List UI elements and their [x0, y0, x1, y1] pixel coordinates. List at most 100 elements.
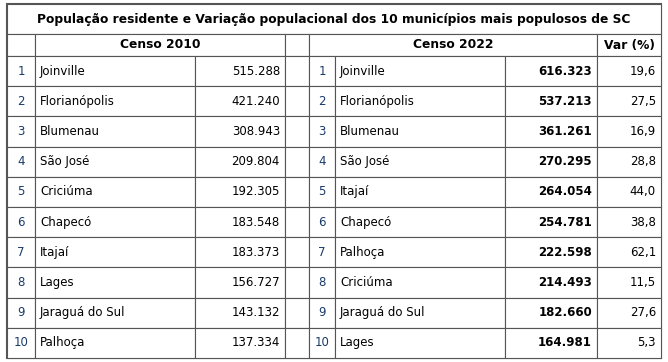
Text: Chapecó: Chapecó [40, 216, 92, 228]
Text: 214.493: 214.493 [538, 276, 592, 289]
Text: Blumenau: Blumenau [40, 125, 100, 138]
Bar [285, 298, 309, 328]
Bar [597, 56, 661, 86]
Bar [195, 207, 285, 237]
Text: 183.548: 183.548 [232, 216, 280, 228]
Text: Censo 2010: Censo 2010 [120, 38, 200, 51]
Bar [505, 86, 597, 117]
Text: Florianópolis: Florianópolis [40, 95, 115, 108]
Bar [309, 328, 335, 358]
Bar [195, 298, 285, 328]
Text: Palhoça: Palhoça [40, 336, 86, 349]
Bar [35, 177, 195, 207]
Text: 1: 1 [318, 64, 326, 77]
Bar [597, 147, 661, 177]
Bar [285, 177, 309, 207]
Bar [505, 237, 597, 268]
Text: 19,6: 19,6 [630, 64, 656, 77]
Bar [505, 117, 597, 147]
Bar [505, 268, 597, 298]
Bar [35, 34, 285, 56]
Bar [35, 207, 195, 237]
Bar [285, 207, 309, 237]
Bar [597, 34, 661, 56]
Bar [335, 86, 505, 117]
Bar [7, 86, 35, 117]
Bar [505, 56, 597, 86]
Text: 7: 7 [318, 246, 326, 259]
Text: 28,8: 28,8 [630, 155, 656, 168]
Bar [335, 298, 505, 328]
Bar [195, 86, 285, 117]
Text: 537.213: 537.213 [538, 95, 592, 108]
Text: 10: 10 [315, 336, 329, 349]
Bar [597, 268, 661, 298]
Text: 308.943: 308.943 [232, 125, 280, 138]
Text: 361.261: 361.261 [538, 125, 592, 138]
Text: Joinville: Joinville [340, 64, 385, 77]
Text: 7: 7 [17, 246, 25, 259]
Text: 156.727: 156.727 [231, 276, 280, 289]
Text: Censo 2022: Censo 2022 [413, 38, 493, 51]
Text: 270.295: 270.295 [538, 155, 592, 168]
Text: São José: São José [40, 155, 90, 168]
Bar [285, 237, 309, 268]
Bar [505, 298, 597, 328]
Bar [309, 147, 335, 177]
Bar [335, 268, 505, 298]
Text: 11,5: 11,5 [630, 276, 656, 289]
Bar [285, 268, 309, 298]
Text: Blumenau: Blumenau [340, 125, 400, 138]
Text: 137.334: 137.334 [232, 336, 280, 349]
Text: 6: 6 [17, 216, 25, 228]
Bar [309, 86, 335, 117]
Text: 44,0: 44,0 [630, 185, 656, 198]
Text: 27,6: 27,6 [630, 306, 656, 319]
Text: 209.804: 209.804 [232, 155, 280, 168]
Text: Var (%): Var (%) [604, 38, 655, 51]
Text: Chapecó: Chapecó [340, 216, 391, 228]
Text: 3: 3 [319, 125, 326, 138]
Text: 254.781: 254.781 [538, 216, 592, 228]
Text: Criciúma: Criciúma [340, 276, 393, 289]
Bar [597, 328, 661, 358]
Bar [505, 328, 597, 358]
Bar [7, 4, 661, 34]
Bar [285, 328, 309, 358]
Text: 1: 1 [17, 64, 25, 77]
Text: 8: 8 [319, 276, 326, 289]
Text: 5,3: 5,3 [637, 336, 656, 349]
Bar [7, 237, 35, 268]
Bar [309, 268, 335, 298]
Bar [505, 207, 597, 237]
Bar [7, 328, 35, 358]
Bar [35, 56, 195, 86]
Text: Lages: Lages [40, 276, 75, 289]
Bar [195, 268, 285, 298]
Bar [35, 86, 195, 117]
Text: 9: 9 [17, 306, 25, 319]
Text: 264.054: 264.054 [538, 185, 592, 198]
Text: Florianópolis: Florianópolis [340, 95, 415, 108]
Bar [309, 237, 335, 268]
Bar [195, 117, 285, 147]
Bar [597, 177, 661, 207]
Bar [35, 147, 195, 177]
Bar [309, 56, 335, 86]
Text: 143.132: 143.132 [232, 306, 280, 319]
Text: 8: 8 [17, 276, 25, 289]
Text: 4: 4 [318, 155, 326, 168]
Bar [35, 237, 195, 268]
Bar [335, 56, 505, 86]
Bar [309, 207, 335, 237]
Bar [309, 34, 597, 56]
Text: 5: 5 [17, 185, 25, 198]
Text: 16,9: 16,9 [630, 125, 656, 138]
Bar [597, 117, 661, 147]
Text: Lages: Lages [340, 336, 375, 349]
Text: Itajaí: Itajaí [40, 246, 69, 259]
Bar [335, 328, 505, 358]
Text: Joinville: Joinville [40, 64, 86, 77]
Bar [195, 177, 285, 207]
Bar [195, 147, 285, 177]
